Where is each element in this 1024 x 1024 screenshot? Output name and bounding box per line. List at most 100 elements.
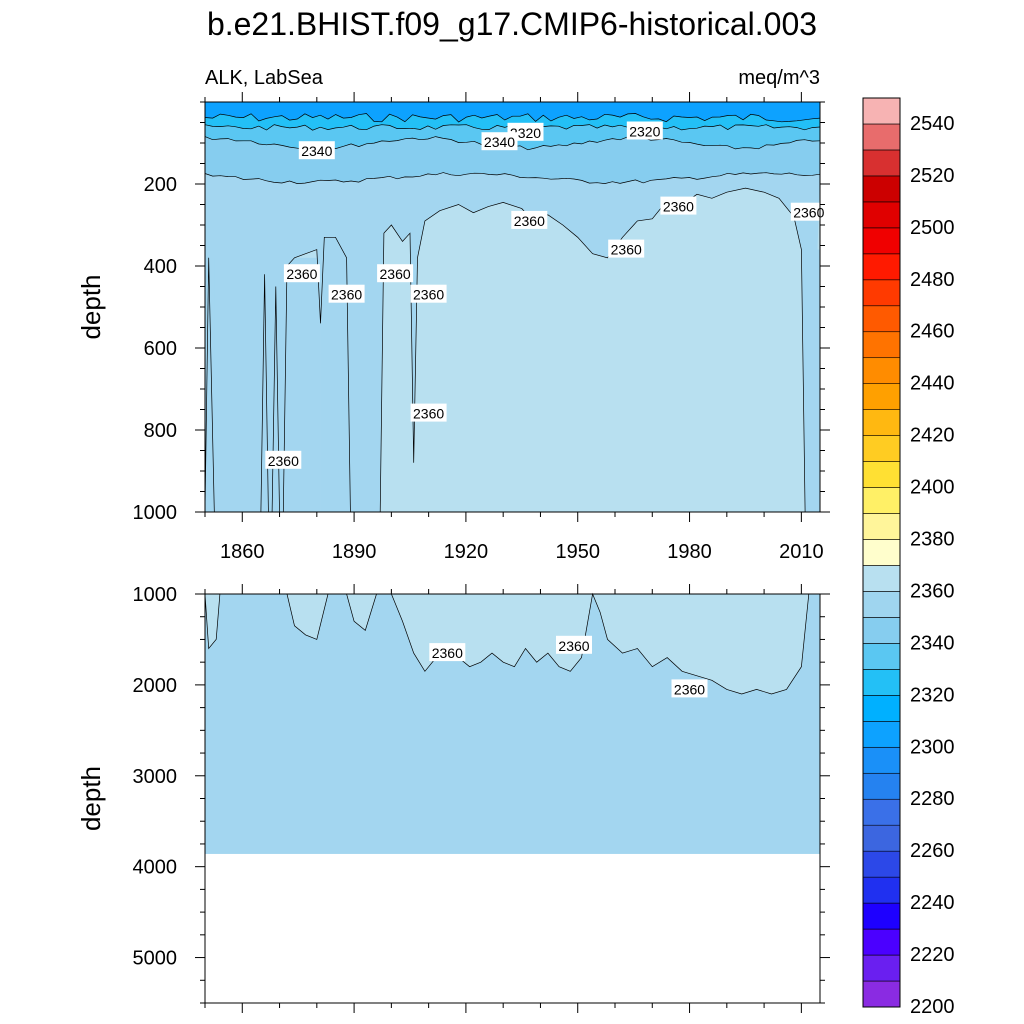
upper-y-tick-label: 800: [144, 420, 177, 442]
upper-contour-label-bg: [790, 202, 827, 221]
upper-contour-label-bg: [377, 264, 414, 283]
upper-contour-label-text: 2360: [793, 205, 824, 221]
upper-contour-label-11: 2360: [410, 284, 447, 303]
lower-contour-label-text: 2360: [674, 681, 705, 697]
upper-contour-label-text: 2320: [510, 125, 541, 141]
lower-contour-label-bg: [671, 679, 708, 698]
colorbar-tick-label: 2440: [910, 373, 955, 395]
colorbar-swatch: [862, 357, 901, 384]
colorbar-tick-label: 2300: [910, 736, 955, 758]
upper-contour-label-bg: [410, 284, 447, 303]
colorbar-swatch: [862, 824, 901, 852]
lower-panel-contour-lines: [204, 592, 810, 695]
upper-y-tick-label: 200: [144, 174, 177, 196]
upper-x-tick-label: 2010: [779, 541, 824, 563]
colorbar-swatch: [862, 175, 901, 203]
colorbar-swatch: [862, 149, 901, 177]
colorbar: 2200 2220 2240 2260 2280 2300 2320 2340 2360 2380…: [862, 97, 955, 1018]
upper-fill-2350-strip-e: [805, 249, 820, 512]
colorbar-tick-label: 2340: [910, 632, 955, 654]
colorbar-swatch: [862, 695, 901, 722]
colorbar-swatch: [862, 331, 901, 359]
lower-y-tick-label: 3000: [133, 766, 178, 788]
upper-contour-label-bg: [481, 132, 518, 151]
lower-fill-2360: [205, 594, 820, 694]
colorbar-frame: [862, 97, 901, 1008]
upper-contour-label-text: 2360: [380, 266, 411, 282]
upper-contour-label-2: 2340: [481, 132, 518, 151]
upper-fill-2320: [205, 113, 820, 131]
colorbar-tick-label: 2400: [910, 477, 955, 499]
lower-contour-label-bg: [429, 643, 466, 662]
colorbar-tick-label: 2240: [910, 892, 955, 914]
upper-contour-label-9: 2360: [328, 284, 365, 303]
upper-contour-label-bg: [298, 141, 335, 160]
upper-contour-label-text: 2340: [484, 134, 515, 150]
upper-contour-label-text: 2360: [331, 287, 362, 303]
colorbar-swatch: [862, 746, 901, 774]
colorbar-tick-label: 2480: [910, 269, 955, 291]
upper-contour-label-bg: [410, 403, 447, 422]
upper-fill-2350-strip-a: [205, 257, 215, 512]
upper-contour-label-bg: [328, 284, 365, 303]
colorbar-tick-label: 2540: [910, 113, 955, 135]
colorbar-swatch: [862, 227, 901, 255]
contour-line-2350: [204, 172, 821, 184]
colorbar-swatch: [862, 643, 901, 670]
colorbar-tick-label: 2360: [910, 581, 955, 603]
colorbar-tick-label: 2280: [910, 788, 955, 810]
colorbar-swatch: [862, 435, 901, 462]
colorbar-swatch: [862, 253, 901, 281]
colorbar-tick-label: 2520: [910, 165, 955, 187]
lower-y-tick-label: 5000: [133, 948, 178, 970]
upper-contour-label-text: 2340: [301, 143, 332, 159]
upper-fill-2360: [205, 188, 820, 512]
upper-contour-label-text: 2360: [514, 213, 545, 229]
upper-y-axis-label: depth: [76, 274, 106, 339]
colorbar-swatch: [862, 461, 901, 488]
upper-y-tick-label: 600: [144, 338, 177, 360]
colorbar-swatch: [862, 123, 901, 151]
upper-fill-2350-strip-c: [214, 257, 321, 512]
upper-panel-fills: [205, 102, 820, 513]
colorbar-swatch: [862, 513, 901, 540]
upper-contour-label-text: 2360: [611, 242, 642, 258]
upper-contour-label-bg: [626, 121, 663, 140]
colorbar-swatch: [862, 305, 901, 333]
upper-contour-label-6: 2360: [660, 196, 697, 215]
lower-y-tick-label: 1000: [133, 584, 178, 606]
lower-panel-fills: [205, 594, 820, 854]
lower-contour-label-bg: [556, 635, 592, 654]
colorbar-swatch: [862, 409, 901, 436]
colorbar-swatch: [862, 876, 901, 904]
colorbar-swatch: [862, 97, 901, 125]
upper-fill-2350-strip-b: [320, 237, 351, 513]
colorbar-swatch: [862, 279, 901, 307]
upper-contour-label-bg: [511, 210, 548, 229]
upper-x-tick-label: 1860: [220, 541, 265, 563]
upper-contour-label-4: 2360: [511, 210, 548, 229]
upper-contour-label-text: 2360: [663, 199, 694, 215]
upper-contour-label-5: 2360: [608, 239, 645, 258]
chart-title: b.e21.BHIST.f09_g17.CMIP6-historical.003: [207, 6, 817, 42]
lower-contour-label-text: 2360: [558, 638, 589, 654]
upper-contour-label-8: 2360: [283, 264, 320, 283]
units-label: meq/m^3: [738, 67, 820, 89]
colorbar-tick-label: 2320: [910, 684, 955, 706]
upper-contour-label-bg: [265, 450, 302, 469]
colorbar-swatch: [862, 201, 901, 229]
colorbar-tick-label: 2220: [910, 944, 955, 966]
upper-fill-2350-strip-d: [350, 237, 381, 513]
colorbar-swatch: [862, 721, 901, 748]
colorbar-swatch: [862, 565, 901, 592]
colorbar-tick-label: 2380: [910, 529, 955, 551]
lower-contour-label-text: 2360: [432, 645, 463, 661]
upper-contour-label-text: 2360: [413, 287, 444, 303]
lower-y-tick-label: 2000: [133, 675, 178, 697]
upper-contour-label-text: 2360: [413, 406, 444, 422]
colorbar-swatch: [862, 850, 901, 878]
upper-fill-2340: [205, 136, 820, 184]
colorbar-swatch: [862, 669, 901, 696]
